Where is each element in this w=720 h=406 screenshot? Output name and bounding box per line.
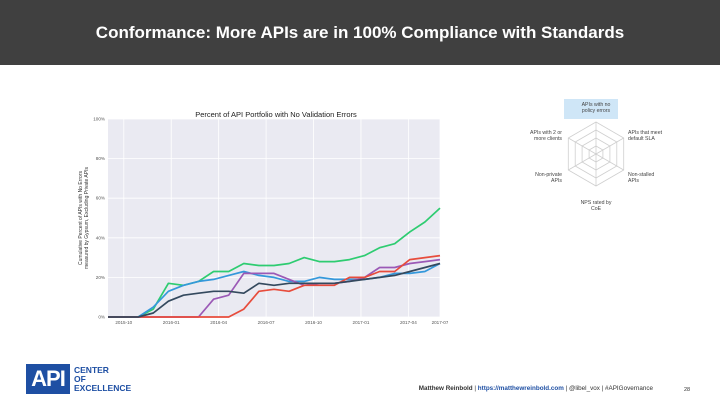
- radar-axis-label-line: Non-stalled: [628, 172, 654, 178]
- logo-wordmark: CENTER OF EXCELLENCE: [74, 366, 194, 393]
- footer-author: Matthew Reinbold: [418, 385, 473, 392]
- logo-mark-text: API: [31, 366, 66, 391]
- radar-axis-label: NPS rated by CoE: [581, 200, 612, 212]
- radar-axis-label: APIs that meet default SLA: [628, 130, 663, 142]
- radar-axis-label-line: policy errors: [582, 108, 611, 114]
- radar-axis-label-line: default SLA: [628, 136, 655, 142]
- logo-line-3: EXCELLENCE: [74, 383, 132, 393]
- chart-title: Percent of API Portfolio with No Validat…: [195, 110, 357, 119]
- radar-spoke: [595, 137, 624, 155]
- radar-chart: APIs with no policy errors APIs that meet d…: [530, 99, 663, 212]
- plot-area: [108, 119, 440, 317]
- y-tick-label: 80%: [96, 156, 105, 161]
- radar-axis-label: Non-stalled APIs: [628, 172, 654, 184]
- x-tick-label: 2016-01: [163, 320, 180, 325]
- footer-url-link[interactable]: https://matthewreinbold.com: [477, 385, 564, 392]
- series-line-1: [108, 207, 441, 318]
- y-axis-label-line: Cumulative Percent of APIs with No Error…: [78, 171, 84, 265]
- footer-handle: @libel_vox: [568, 385, 600, 392]
- radar-axis-label-line: NPS rated by: [581, 200, 612, 206]
- highlighted-axis-box: [564, 99, 618, 119]
- radar-spoke: [568, 153, 597, 171]
- x-tick-label: 2015-10: [115, 320, 132, 325]
- radar-axis-label: APIs with 2 or more clients: [530, 130, 562, 142]
- logo-line-2: OF: [74, 374, 86, 384]
- y-tick-label: 60%: [96, 196, 105, 201]
- x-tick-label: 2016-07: [258, 320, 275, 325]
- series-line-4: [108, 254, 441, 318]
- logo-line-1: CENTER: [74, 365, 109, 375]
- x-tick-label: 2017-04: [400, 320, 417, 325]
- radar-axis-label-line: more clients: [534, 136, 562, 142]
- radar-axis-label-line: APIs with no: [582, 102, 611, 108]
- radar-axis-label: APIs with no policy errors: [582, 102, 611, 114]
- radar-axis-label-line: Non-private: [535, 172, 562, 178]
- page-number: 28: [684, 387, 691, 393]
- line-chart: 0% 20% 40% 60% 80% 100% 2015-10 2016-01 2016-04 2…: [78, 117, 448, 326]
- y-tick-label: 0%: [98, 315, 105, 320]
- footer-sep-1: |: [472, 385, 478, 392]
- slide-header: Conformance: More APIs are in 100% Compl…: [0, 0, 720, 65]
- y-tick-label: 40%: [96, 235, 105, 240]
- y-axis-label: Cumulative Percent of APIs with No Error…: [78, 167, 90, 269]
- radar-spoke: [568, 137, 597, 155]
- x-tick-label: 2017-01: [353, 320, 370, 325]
- series-line-5: [108, 262, 441, 318]
- radar-axis-label-line: CoE: [591, 206, 602, 212]
- y-tick-label: 100%: [93, 117, 105, 122]
- x-tick-label: 2016-04: [210, 320, 227, 325]
- x-tick-label: 2016-10: [305, 320, 322, 325]
- radar-axis-label-line: APIs: [628, 178, 639, 184]
- y-tick-label: 20%: [96, 275, 105, 280]
- footer-credits: Matthew Reinbold | https://matthewreinbo…: [0, 385, 653, 392]
- x-tick-label: 2017-07: [432, 320, 448, 325]
- y-axis-label-line: measured by Gypsum, Excluding Private AP…: [84, 167, 90, 269]
- footer-hashtag: #APIGovernance: [605, 385, 653, 392]
- radar-axis-label-line: APIs: [551, 178, 562, 184]
- logo-mark: [26, 364, 70, 394]
- footer-sep-2: |: [563, 385, 569, 392]
- footer-sep-3: |: [599, 385, 606, 392]
- radar-axis-label-line: APIs with 2 or: [530, 130, 562, 136]
- radar-axis-label: Non-private APIs: [535, 172, 562, 184]
- radar-axis-label-line: APIs that meet: [628, 130, 663, 136]
- radar-spoke: [595, 153, 624, 171]
- slide-title: Conformance: More APIs are in 100% Compl…: [95, 23, 625, 42]
